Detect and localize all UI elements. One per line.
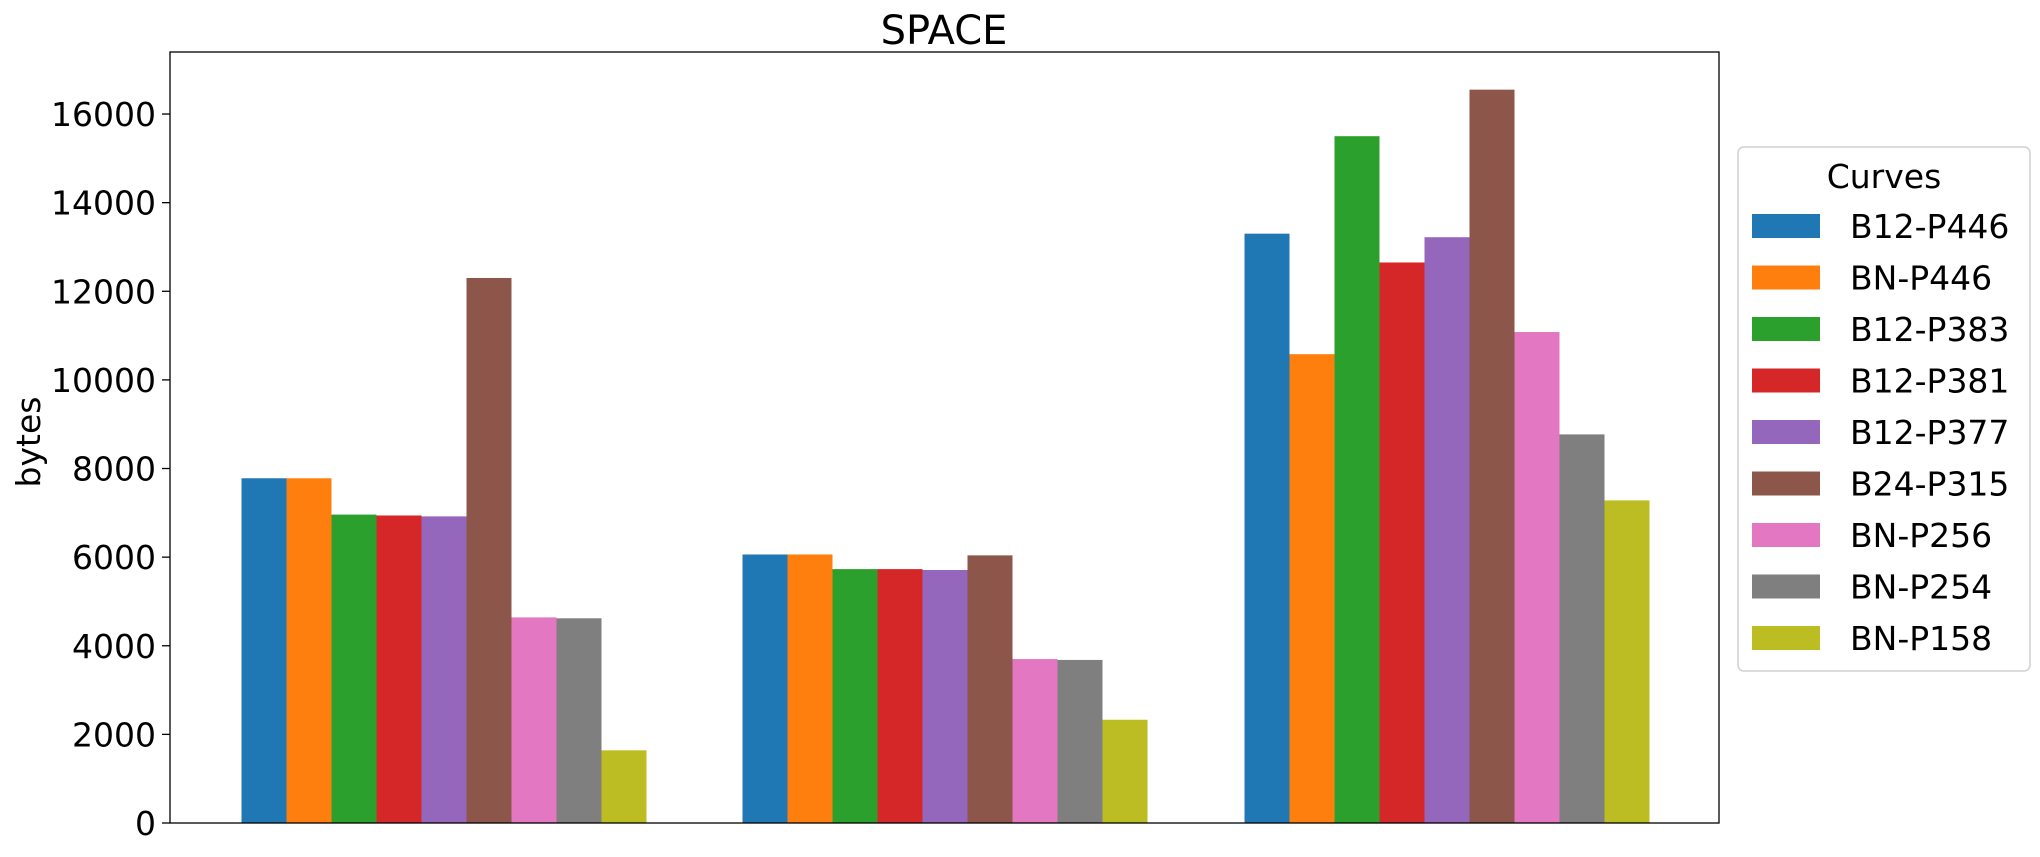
bar-b12-p446-group-2 — [742, 554, 788, 823]
legend-title: Curves — [1827, 157, 1942, 196]
y-tick-label: 4000 — [72, 627, 156, 666]
legend-swatch-b12-p383 — [1752, 317, 1820, 341]
legend-swatch-b12-p377 — [1752, 420, 1820, 444]
bar-b12-p381-group-1 — [376, 515, 422, 823]
legend-label-b12-p383: B12-P383 — [1850, 310, 2009, 349]
bar-bn-p256-group-3 — [1514, 332, 1560, 823]
bar-b12-p381-group-3 — [1379, 262, 1425, 824]
bar-b12-p377-group-1 — [421, 516, 467, 823]
legend-entries: B12-P446 BN-P446 B12-P383 B12-P381 B12-P377 B… — [1752, 207, 2009, 658]
y-tick-label: 12000 — [51, 272, 156, 311]
bar-bn-p254-group-2 — [1057, 659, 1103, 823]
bar-bn-p158-group-1 — [601, 750, 647, 823]
bar-bn-p158-group-2 — [1102, 719, 1148, 823]
y-tick-label: 14000 — [51, 184, 156, 223]
bar-b12-p377-group-3 — [1424, 237, 1470, 824]
bar-bn-p446-group-1 — [286, 478, 332, 823]
legend: Curves B12-P446BN-P446B12-P383B12-P381B1… — [1737, 146, 2031, 672]
legend-label-bn-p446: BN-P446 — [1850, 259, 1992, 298]
legend-swatch-bn-p446 — [1752, 265, 1820, 290]
bar-b12-p381-group-2 — [877, 569, 923, 823]
bar-b12-p377-group-2 — [922, 569, 968, 823]
plot-frame — [169, 51, 1720, 824]
legend-swatch-b12-p381 — [1752, 368, 1820, 393]
legend-swatch-bn-p254 — [1752, 574, 1820, 599]
bar-b24-p315-group-1 — [466, 277, 512, 823]
legend-label-b12-p446: B12-P446 — [1850, 207, 2009, 246]
bar-b24-p315-group-3 — [1469, 89, 1515, 823]
bar-bn-p254-group-1 — [556, 618, 602, 823]
legend-swatch-b24-p315 — [1752, 471, 1820, 496]
legend-label-b24-p315: B24-P315 — [1850, 465, 2009, 504]
y-axis-label: bytes — [9, 397, 48, 488]
bar-b12-p446-group-3 — [1244, 233, 1290, 823]
bar-bn-p254-group-3 — [1559, 434, 1605, 823]
bar-bn-p256-group-2 — [1012, 659, 1058, 823]
bar-b12-p383-group-2 — [832, 569, 878, 823]
y-tick-label: 0 — [135, 804, 156, 843]
y-tick-label: 16000 — [51, 95, 156, 134]
y-tick-label: 10000 — [51, 361, 156, 400]
legend-label-bn-p254: BN-P254 — [1850, 568, 1992, 607]
bar-b12-p383-group-3 — [1334, 136, 1380, 824]
chart-title: SPACE — [881, 8, 1008, 54]
bar-b24-p315-group-2 — [967, 555, 1013, 823]
y-tick-label: 2000 — [72, 715, 156, 754]
legend-swatch-b12-p446 — [1752, 214, 1820, 238]
legend-label-b12-p381: B12-P381 — [1850, 362, 2009, 401]
bar-bn-p446-group-2 — [787, 554, 833, 823]
legend-swatch-bn-p158 — [1752, 626, 1820, 650]
bar-bn-p256-group-1 — [511, 617, 557, 823]
bar-b12-p383-group-1 — [331, 514, 377, 823]
bar-bn-p158-group-3 — [1604, 500, 1650, 823]
y-tick-label: 6000 — [72, 538, 156, 577]
y-tick-label: 8000 — [72, 450, 156, 489]
legend-label-bn-p256: BN-P256 — [1850, 516, 1992, 555]
legend-swatch-bn-p256 — [1752, 523, 1820, 547]
bar-bn-p446-group-3 — [1289, 354, 1335, 823]
legend-label-bn-p158: BN-P158 — [1850, 619, 1992, 658]
bar-b12-p446-group-1 — [241, 478, 287, 823]
legend-label-b12-p377: B12-P377 — [1850, 413, 2009, 452]
y-axis: 0 2000 4000 6000 8000 10000 12000 14000 16000 — [51, 95, 170, 843]
bars-layer — [241, 89, 1650, 824]
